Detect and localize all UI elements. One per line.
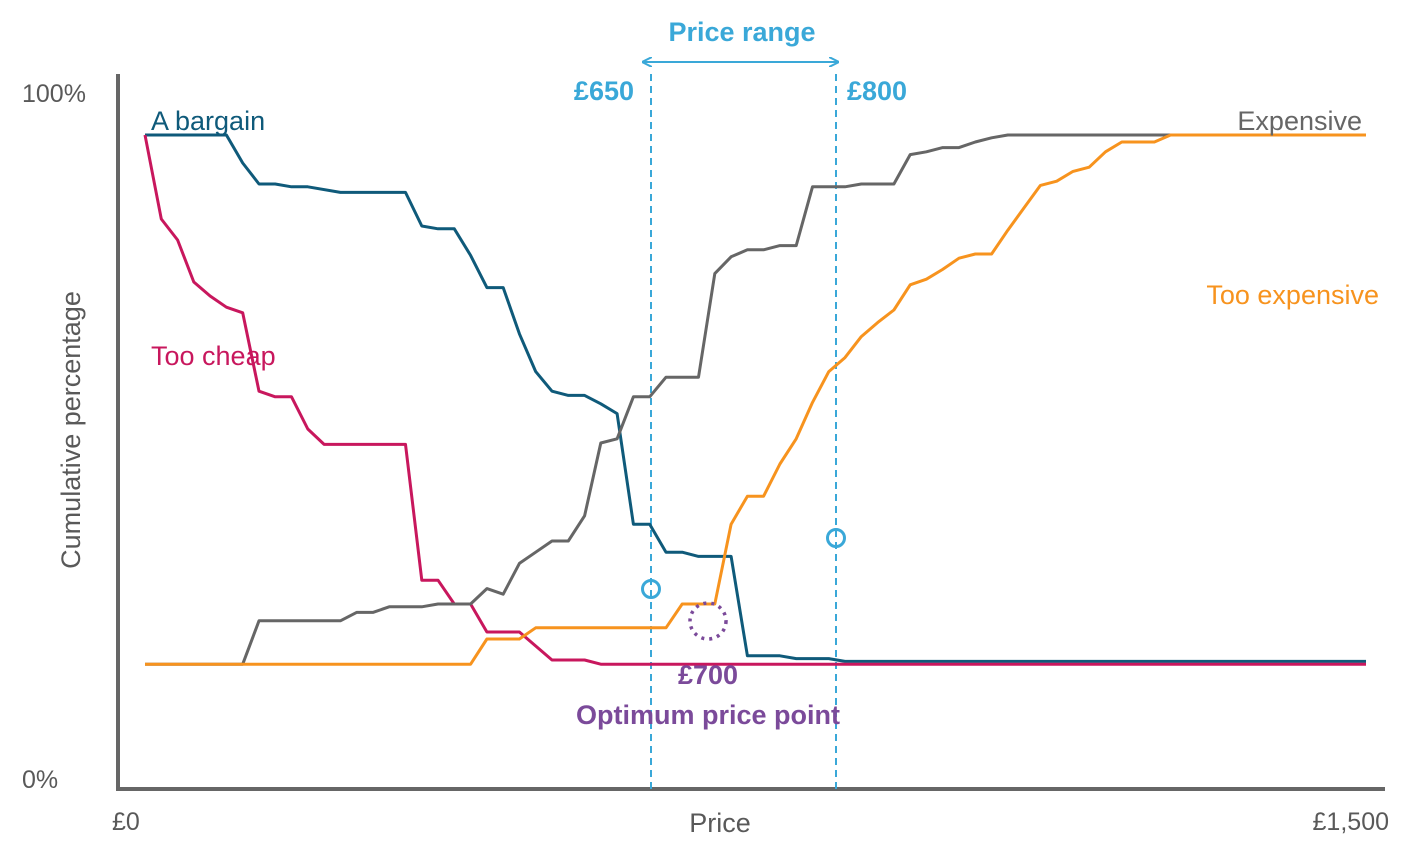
optimum-label: Optimum price point xyxy=(576,700,840,730)
intersection-marker-high xyxy=(826,528,846,548)
series-line-a-bargain xyxy=(145,133,1366,663)
series-label-too-cheap: Too cheap xyxy=(151,341,276,371)
price-high-label: £800 xyxy=(847,76,907,106)
series-layer xyxy=(143,133,1366,666)
optimum-value-label: £700 xyxy=(678,660,738,690)
series-line-too-expensive xyxy=(145,133,1366,666)
x-tick-label-right: £1,500 xyxy=(1313,808,1389,836)
series-line-expensive xyxy=(145,133,1366,666)
x-axis-label: Price xyxy=(689,808,751,838)
series-line-too-cheap xyxy=(143,134,1366,666)
y-tick-label-bottom: 0% xyxy=(22,766,58,794)
x-tick-label-left: £0 xyxy=(112,808,140,836)
y-tick-label-top: 100% xyxy=(22,80,86,108)
price-low-label: £650 xyxy=(574,76,634,106)
series-label-too-expensive: Too expensive xyxy=(1206,280,1379,310)
optimum-marker xyxy=(688,601,728,641)
intersection-marker-low xyxy=(641,579,661,599)
price-range-label: Price range xyxy=(668,17,815,47)
series-label-expensive: Expensive xyxy=(1237,106,1362,136)
y-axis-label: Cumulative percentage xyxy=(56,291,86,569)
series-label-a-bargain: A bargain xyxy=(151,106,265,136)
